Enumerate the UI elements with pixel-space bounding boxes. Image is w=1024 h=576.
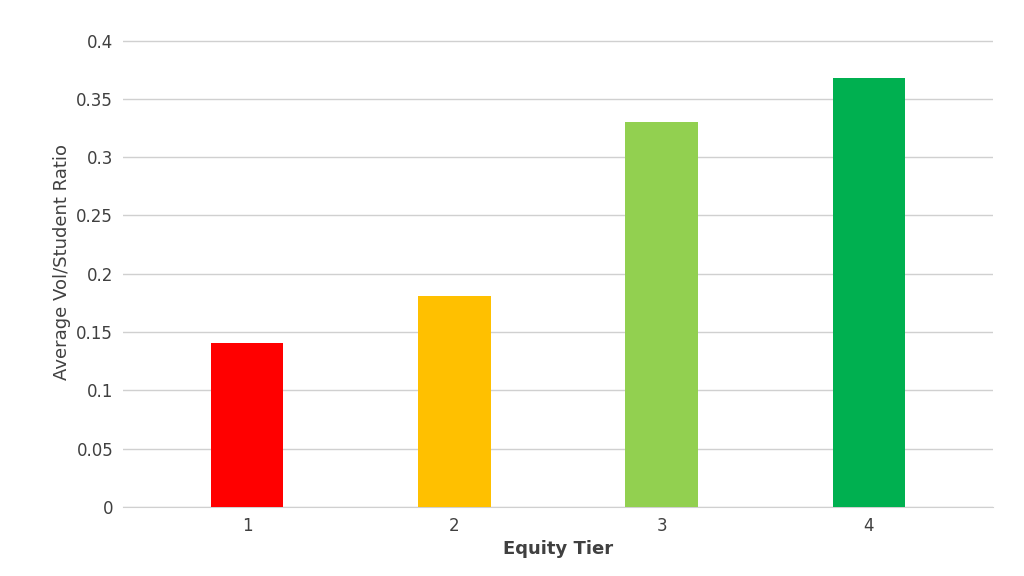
Bar [211, 343, 284, 507]
Bar [626, 122, 698, 507]
Bar [418, 296, 490, 507]
Bar [833, 78, 905, 507]
X-axis label: Equity Tier: Equity Tier [503, 540, 613, 558]
Y-axis label: Average Vol/Student Ratio: Average Vol/Student Ratio [52, 144, 71, 380]
